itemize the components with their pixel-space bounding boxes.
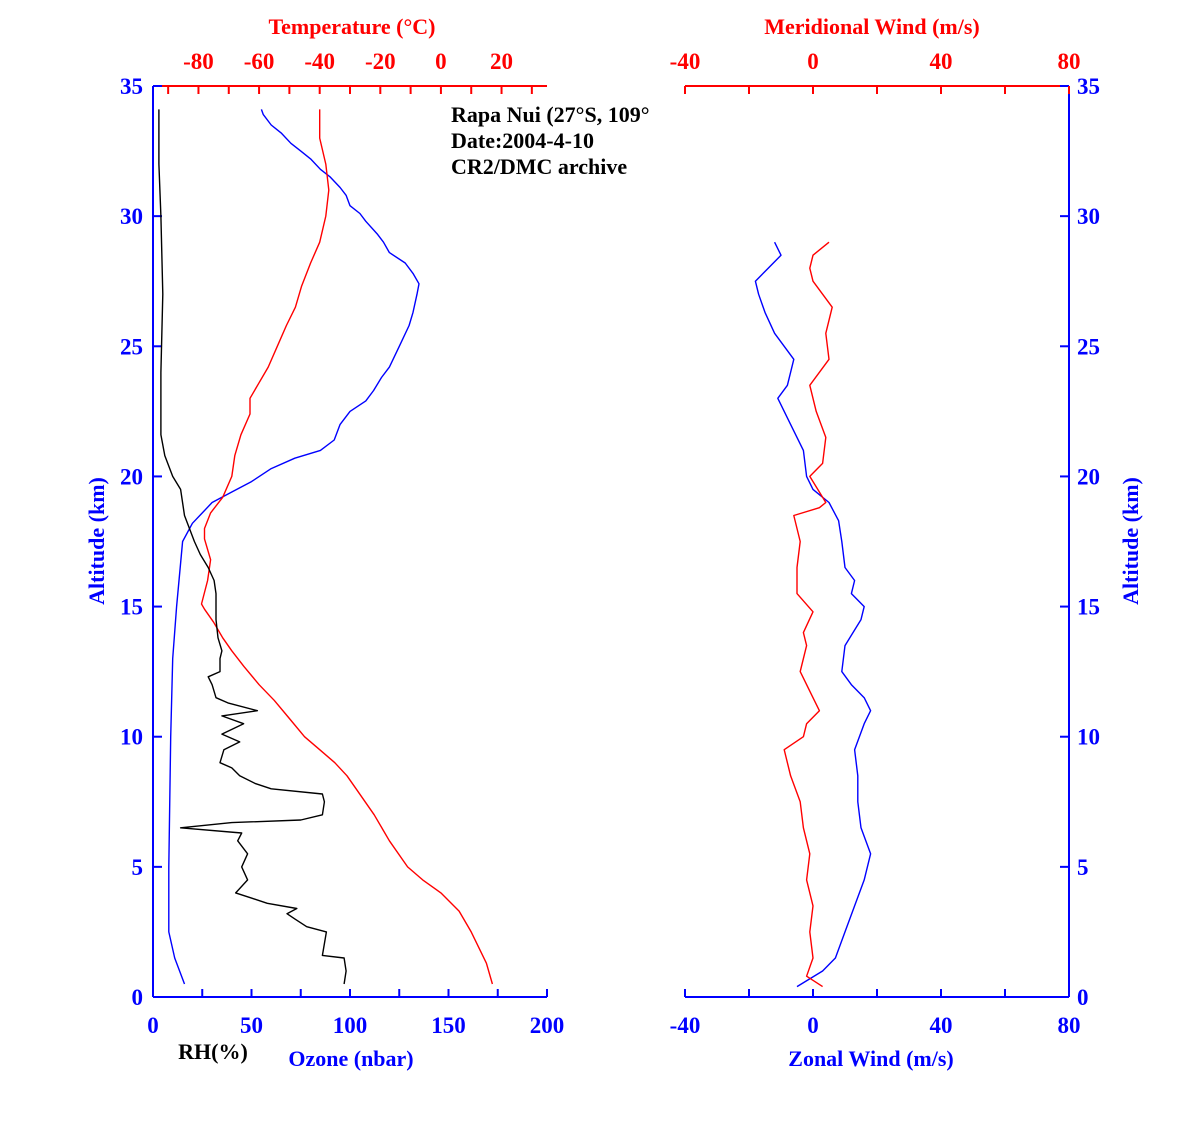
y-tick-label: 5 — [1077, 855, 1089, 880]
right-series — [754, 241, 872, 988]
x-bottom-tick-label: 80 — [1058, 1013, 1081, 1038]
x-top-tick-label: -60 — [244, 49, 275, 74]
date-label: Date:2004-4-10 — [451, 128, 594, 153]
y-tick-label: 25 — [1077, 334, 1100, 359]
y-tick-label: 5 — [132, 855, 144, 880]
rh-axis-title: RH(%) — [178, 1039, 248, 1064]
left-top-ticks: -80 -60 -40 -20 0 20 — [167, 49, 533, 94]
y-tick-label: 35 — [1077, 74, 1100, 99]
right-y-ticks: 0 5 10 15 20 25 30 35 — [1060, 74, 1100, 1010]
y-tick-label: 15 — [120, 595, 143, 620]
left-bottom-ticks: 0 50 100 150 200 — [147, 989, 564, 1038]
x-top-tick-label: 40 — [930, 49, 953, 74]
y-tick-label: 10 — [120, 725, 143, 750]
x-top-tick-label: -40 — [670, 49, 701, 74]
series-zonal-wind-m-s — [754, 241, 872, 988]
x-bottom-tick-label: 150 — [431, 1013, 466, 1038]
left-y-ticks: 0 5 10 15 20 25 30 35 — [120, 74, 162, 1010]
x-top-tick-label: -20 — [365, 49, 396, 74]
archive-label: CR2/DMC archive — [451, 154, 627, 179]
x-top-tick-label: 80 — [1058, 49, 1081, 74]
series-meridional-wind-m-s — [783, 241, 833, 988]
right-panel: 0 5 10 15 20 25 30 35 -40 0 40 80 -40 0 40 80 Meridio… — [670, 14, 1143, 1071]
right-top-ticks: -40 0 40 80 — [670, 49, 1081, 94]
x-top-tick-label: 20 — [490, 49, 513, 74]
x-top-tick-label: -40 — [304, 49, 335, 74]
x-bottom-tick-label: 50 — [240, 1013, 263, 1038]
left-y-axis-title: Altitude (km) — [84, 477, 109, 605]
series-temperature-c — [200, 109, 494, 985]
y-tick-label: 0 — [1077, 985, 1089, 1010]
station-label: Rapa Nui (27°S, 109° — [451, 102, 650, 127]
right-y-axis-title: Altitude (km) — [1118, 477, 1143, 605]
x-bottom-tick-label: 0 — [147, 1013, 159, 1038]
series-rh — [158, 109, 347, 985]
y-tick-label: 20 — [1077, 464, 1100, 489]
left-top-axis-title: Temperature (°C) — [268, 14, 435, 39]
right-bottom-ticks: -40 0 40 80 — [670, 989, 1081, 1038]
y-tick-label: 30 — [120, 204, 143, 229]
y-tick-label: 35 — [120, 74, 143, 99]
x-top-tick-label: 0 — [807, 49, 819, 74]
y-tick-label: 30 — [1077, 204, 1100, 229]
x-bottom-tick-label: 200 — [530, 1013, 565, 1038]
x-bottom-tick-label: 0 — [807, 1013, 819, 1038]
left-series — [158, 109, 494, 985]
left-bottom-axis-title: Ozone (nbar) — [288, 1046, 413, 1071]
y-tick-label: 15 — [1077, 595, 1100, 620]
x-bottom-tick-label: 40 — [930, 1013, 953, 1038]
y-tick-label: 10 — [1077, 725, 1100, 750]
left-plot-frame — [153, 86, 547, 997]
x-bottom-tick-label: -40 — [670, 1013, 701, 1038]
y-tick-label: 25 — [120, 334, 143, 359]
right-bottom-axis-title: Zonal Wind (m/s) — [788, 1046, 953, 1071]
x-bottom-tick-label: 100 — [333, 1013, 368, 1038]
x-top-tick-label: 0 — [435, 49, 447, 74]
y-tick-label: 20 — [120, 464, 143, 489]
y-tick-label: 0 — [132, 985, 144, 1010]
right-top-axis-title: Meridional Wind (m/s) — [764, 14, 980, 39]
x-top-tick-label: -80 — [183, 49, 214, 74]
